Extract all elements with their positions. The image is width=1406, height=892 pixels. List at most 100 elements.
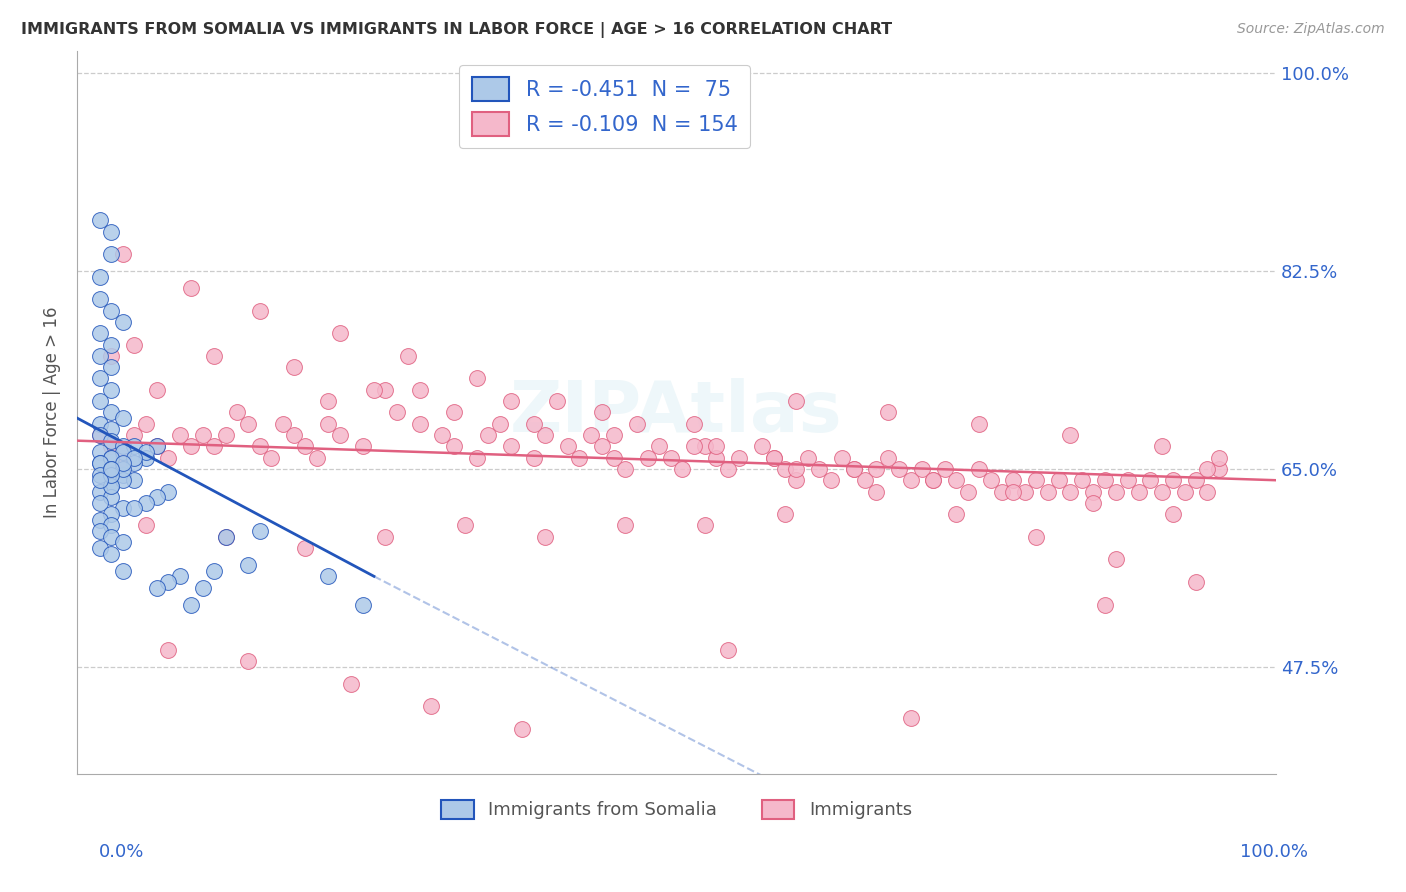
Point <box>294 541 316 555</box>
Point <box>214 530 236 544</box>
Point <box>591 439 613 453</box>
Point <box>785 394 807 409</box>
Point <box>408 417 430 431</box>
Point <box>831 450 853 465</box>
Point <box>89 524 111 538</box>
Point <box>1161 473 1184 487</box>
Point <box>111 564 134 578</box>
Point <box>157 642 180 657</box>
Point <box>100 225 122 239</box>
Point <box>1116 473 1139 487</box>
Point <box>100 479 122 493</box>
Point <box>706 439 728 453</box>
Point <box>271 417 294 431</box>
Point <box>465 450 488 465</box>
Point <box>922 473 945 487</box>
Point <box>1150 484 1173 499</box>
Point <box>717 642 740 657</box>
Point <box>100 450 122 465</box>
Point <box>523 450 546 465</box>
Point <box>100 349 122 363</box>
Point <box>89 456 111 470</box>
Point <box>180 281 202 295</box>
Point <box>100 303 122 318</box>
Point <box>499 439 522 453</box>
Point <box>100 530 122 544</box>
Point <box>865 462 887 476</box>
Point <box>900 473 922 487</box>
Point <box>1208 450 1230 465</box>
Point <box>122 439 145 453</box>
Text: IMMIGRANTS FROM SOMALIA VS IMMIGRANTS IN LABOR FORCE | AGE > 16 CORRELATION CHAR: IMMIGRANTS FROM SOMALIA VS IMMIGRANTS IN… <box>21 22 893 38</box>
Point <box>853 473 876 487</box>
Point <box>408 383 430 397</box>
Point <box>89 293 111 307</box>
Point <box>122 456 145 470</box>
Point <box>249 439 271 453</box>
Point <box>122 337 145 351</box>
Point <box>682 417 704 431</box>
Point <box>329 428 352 442</box>
Point <box>659 450 682 465</box>
Point <box>89 513 111 527</box>
Point <box>89 213 111 227</box>
Point <box>1014 484 1036 499</box>
Point <box>865 484 887 499</box>
Point <box>89 467 111 482</box>
Point <box>89 496 111 510</box>
Point <box>89 394 111 409</box>
Point <box>1197 484 1219 499</box>
Point <box>785 462 807 476</box>
Point <box>967 462 990 476</box>
Point <box>100 247 122 261</box>
Point <box>226 405 249 419</box>
Point <box>626 417 648 431</box>
Point <box>100 462 122 476</box>
Point <box>385 405 408 419</box>
Point <box>146 439 169 453</box>
Point <box>1025 530 1047 544</box>
Point <box>420 699 443 714</box>
Point <box>454 518 477 533</box>
Point <box>238 417 260 431</box>
Point <box>1150 439 1173 453</box>
Text: ZIPAtlas: ZIPAtlas <box>510 378 842 447</box>
Point <box>488 417 510 431</box>
Point <box>477 428 499 442</box>
Point <box>443 405 465 419</box>
Point <box>1185 473 1208 487</box>
Point <box>671 462 693 476</box>
Point <box>1139 473 1161 487</box>
Point <box>89 473 111 487</box>
Point <box>706 450 728 465</box>
Point <box>305 450 328 465</box>
Point <box>682 439 704 453</box>
Point <box>100 383 122 397</box>
Point <box>967 417 990 431</box>
Point <box>773 462 796 476</box>
Point <box>283 428 305 442</box>
Point <box>1036 484 1059 499</box>
Point <box>122 473 145 487</box>
Point <box>111 467 134 482</box>
Point <box>283 360 305 375</box>
Point <box>614 518 637 533</box>
Point <box>111 456 134 470</box>
Point <box>157 574 180 589</box>
Point <box>135 417 157 431</box>
Point <box>122 428 145 442</box>
Point <box>1047 473 1070 487</box>
Point <box>1083 496 1105 510</box>
Text: 100.0%: 100.0% <box>1240 843 1308 861</box>
Point <box>135 518 157 533</box>
Point <box>614 462 637 476</box>
Point <box>100 450 122 465</box>
Point <box>316 417 339 431</box>
Point <box>546 394 568 409</box>
Point <box>568 450 591 465</box>
Point <box>465 371 488 385</box>
Point <box>100 434 122 448</box>
Point <box>762 450 785 465</box>
Point <box>135 445 157 459</box>
Point <box>1070 473 1092 487</box>
